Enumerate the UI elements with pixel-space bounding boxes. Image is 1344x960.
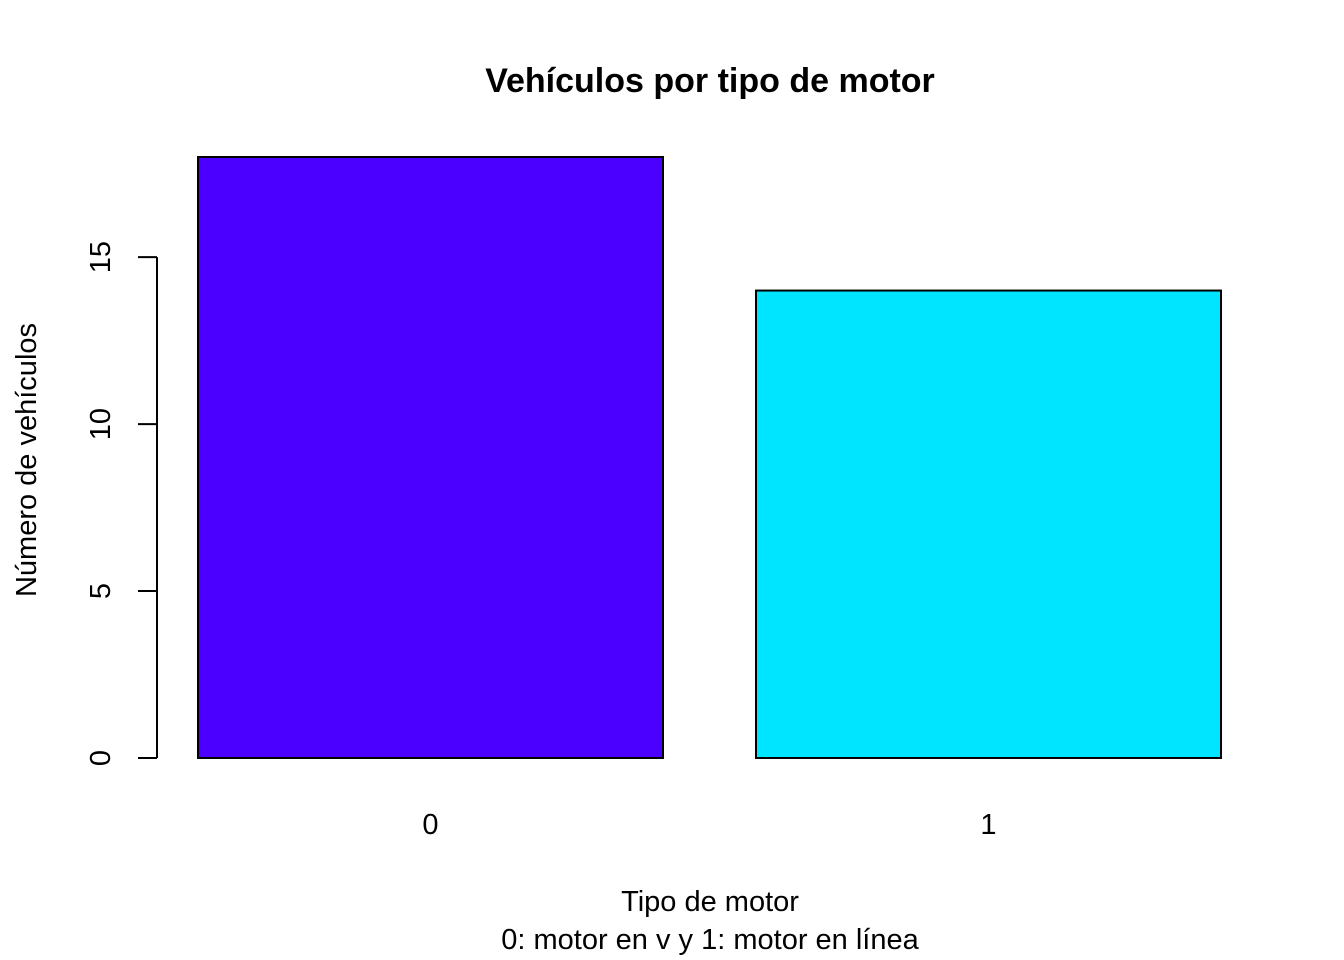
y-axis-label: Número de vehículos: [11, 323, 43, 597]
x-axis-sublabel: 0: motor en v y 1: motor en línea: [501, 924, 919, 956]
y-tick-label: 0: [85, 750, 117, 766]
bar-1: [755, 289, 1222, 759]
x-tick-label: 0: [422, 809, 438, 841]
x-axis-label: Tipo de motor: [621, 886, 799, 918]
y-tick-label: 10: [85, 408, 117, 440]
bars-group: [197, 156, 1222, 759]
bar-0: [197, 156, 664, 759]
y-tick-label: 5: [85, 583, 117, 599]
y-axis: 0 5 10 15: [85, 241, 158, 766]
x-tick-label: 1: [980, 809, 996, 841]
y-tick-label: 15: [85, 241, 117, 273]
chart-title: Vehículos por tipo de motor: [485, 62, 935, 100]
